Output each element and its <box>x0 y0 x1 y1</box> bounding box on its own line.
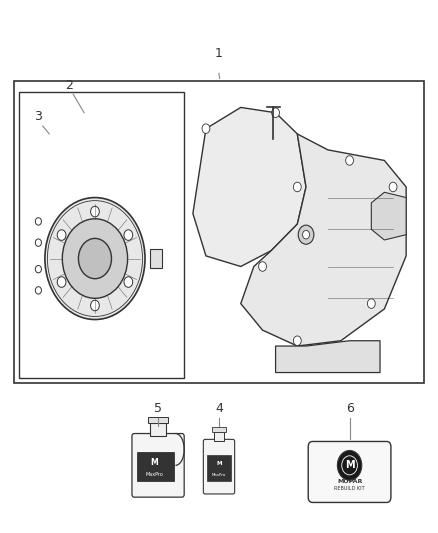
Circle shape <box>91 206 99 217</box>
Circle shape <box>78 238 112 279</box>
Text: 3: 3 <box>35 110 42 123</box>
Circle shape <box>35 217 42 225</box>
FancyBboxPatch shape <box>203 439 235 494</box>
Bar <box>212 426 226 432</box>
Circle shape <box>57 277 66 287</box>
FancyBboxPatch shape <box>308 441 391 503</box>
Text: M: M <box>345 461 354 470</box>
Text: REBUILD KIT: REBUILD KIT <box>334 486 365 491</box>
Circle shape <box>367 299 375 309</box>
Text: MaxPro: MaxPro <box>146 472 163 478</box>
Text: 1: 1 <box>215 47 223 60</box>
Text: 6: 6 <box>346 402 353 415</box>
Circle shape <box>258 262 266 271</box>
Circle shape <box>35 287 42 294</box>
Bar <box>150 249 162 268</box>
Circle shape <box>342 456 357 475</box>
Text: 2: 2 <box>65 78 73 92</box>
Circle shape <box>298 225 314 244</box>
Polygon shape <box>371 192 406 240</box>
Circle shape <box>303 230 310 239</box>
Circle shape <box>293 182 301 192</box>
Polygon shape <box>193 108 306 266</box>
Bar <box>137 452 174 481</box>
Text: M: M <box>216 461 222 466</box>
Circle shape <box>124 230 133 240</box>
Circle shape <box>62 219 127 298</box>
Circle shape <box>389 182 397 192</box>
Bar <box>150 423 166 436</box>
Text: M: M <box>151 458 159 467</box>
Circle shape <box>337 450 362 480</box>
Bar <box>14 81 424 383</box>
Text: MOPAR: MOPAR <box>337 479 362 484</box>
Circle shape <box>35 239 42 246</box>
Bar <box>19 92 184 378</box>
Bar <box>148 417 168 423</box>
Polygon shape <box>241 134 406 346</box>
Circle shape <box>124 277 133 287</box>
Text: 4: 4 <box>215 402 223 415</box>
Circle shape <box>272 108 279 117</box>
Bar <box>214 432 224 441</box>
Circle shape <box>35 265 42 273</box>
Polygon shape <box>276 341 380 373</box>
Circle shape <box>346 156 353 165</box>
Circle shape <box>202 124 210 133</box>
Circle shape <box>91 300 99 311</box>
Text: 5: 5 <box>154 402 162 415</box>
Circle shape <box>293 336 301 345</box>
Circle shape <box>45 198 145 319</box>
Bar <box>207 455 231 481</box>
Circle shape <box>57 230 66 240</box>
Text: MaxPro: MaxPro <box>212 473 226 477</box>
FancyBboxPatch shape <box>132 433 184 497</box>
